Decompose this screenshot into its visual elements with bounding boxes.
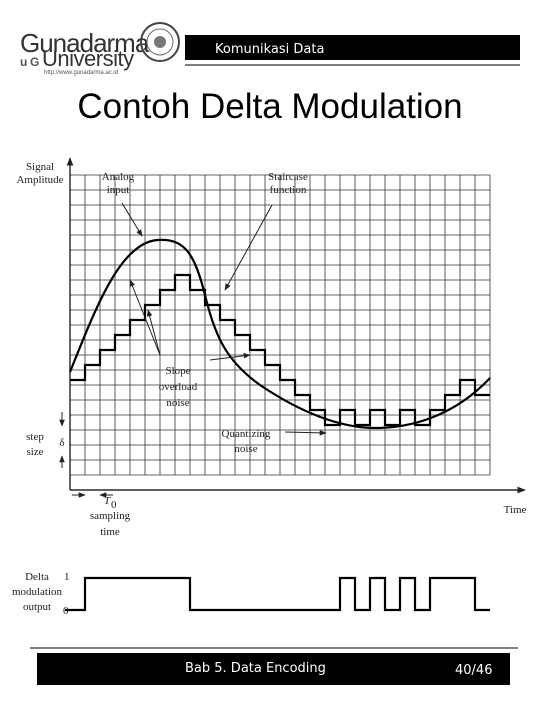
label: Quantizing xyxy=(222,428,271,440)
logo-mark: u xyxy=(20,55,27,69)
logo: Gunadarma u G University http://www.guna… xyxy=(20,22,180,76)
label: Time xyxy=(504,504,527,516)
logo-emblem-core xyxy=(154,36,166,48)
label: Slope xyxy=(165,365,190,377)
logo-url: http://www.gunadarma.ac.id xyxy=(44,70,118,76)
footer-bar xyxy=(37,653,510,685)
label: 1 xyxy=(64,571,70,583)
label: sampling xyxy=(90,510,131,522)
label: T xyxy=(104,495,111,507)
logo-mark-g: G xyxy=(30,55,39,69)
analog-curve xyxy=(68,238,491,430)
label: modulation xyxy=(12,586,63,598)
label: size xyxy=(26,446,43,458)
label: 0 xyxy=(111,499,117,511)
label: time xyxy=(100,526,120,538)
label: Analog xyxy=(102,171,135,183)
header-bar xyxy=(185,35,520,60)
label: input xyxy=(107,184,130,196)
footer-chapter: Bab 5. Data Encoding xyxy=(185,661,326,676)
label: step xyxy=(26,431,44,443)
label: δ xyxy=(59,437,64,449)
annotation-arrows xyxy=(59,202,327,498)
label: overload xyxy=(159,381,198,393)
diagram-labels: Signal Amplitude Analog input Staircase … xyxy=(12,161,527,617)
logo-emblem xyxy=(140,22,180,62)
label: function xyxy=(270,184,307,196)
grid xyxy=(70,174,491,476)
label: 0 xyxy=(63,605,69,617)
course-name: Komunikasi Data xyxy=(215,42,324,57)
logo-university: University xyxy=(42,46,134,71)
slide-title: Contoh Delta Modulation xyxy=(77,87,462,126)
logo-emblem-inner xyxy=(146,28,174,56)
label: Signal xyxy=(26,161,54,173)
label: Amplitude xyxy=(16,174,63,186)
dm-output xyxy=(65,576,490,612)
label: noise xyxy=(234,443,257,455)
label: Delta xyxy=(25,571,49,583)
footer-page: 40/46 xyxy=(455,663,492,678)
logo-name: Gunadarma xyxy=(20,28,150,58)
label: Staircase xyxy=(268,171,308,183)
label: noise xyxy=(166,397,189,409)
label: output xyxy=(23,601,51,613)
